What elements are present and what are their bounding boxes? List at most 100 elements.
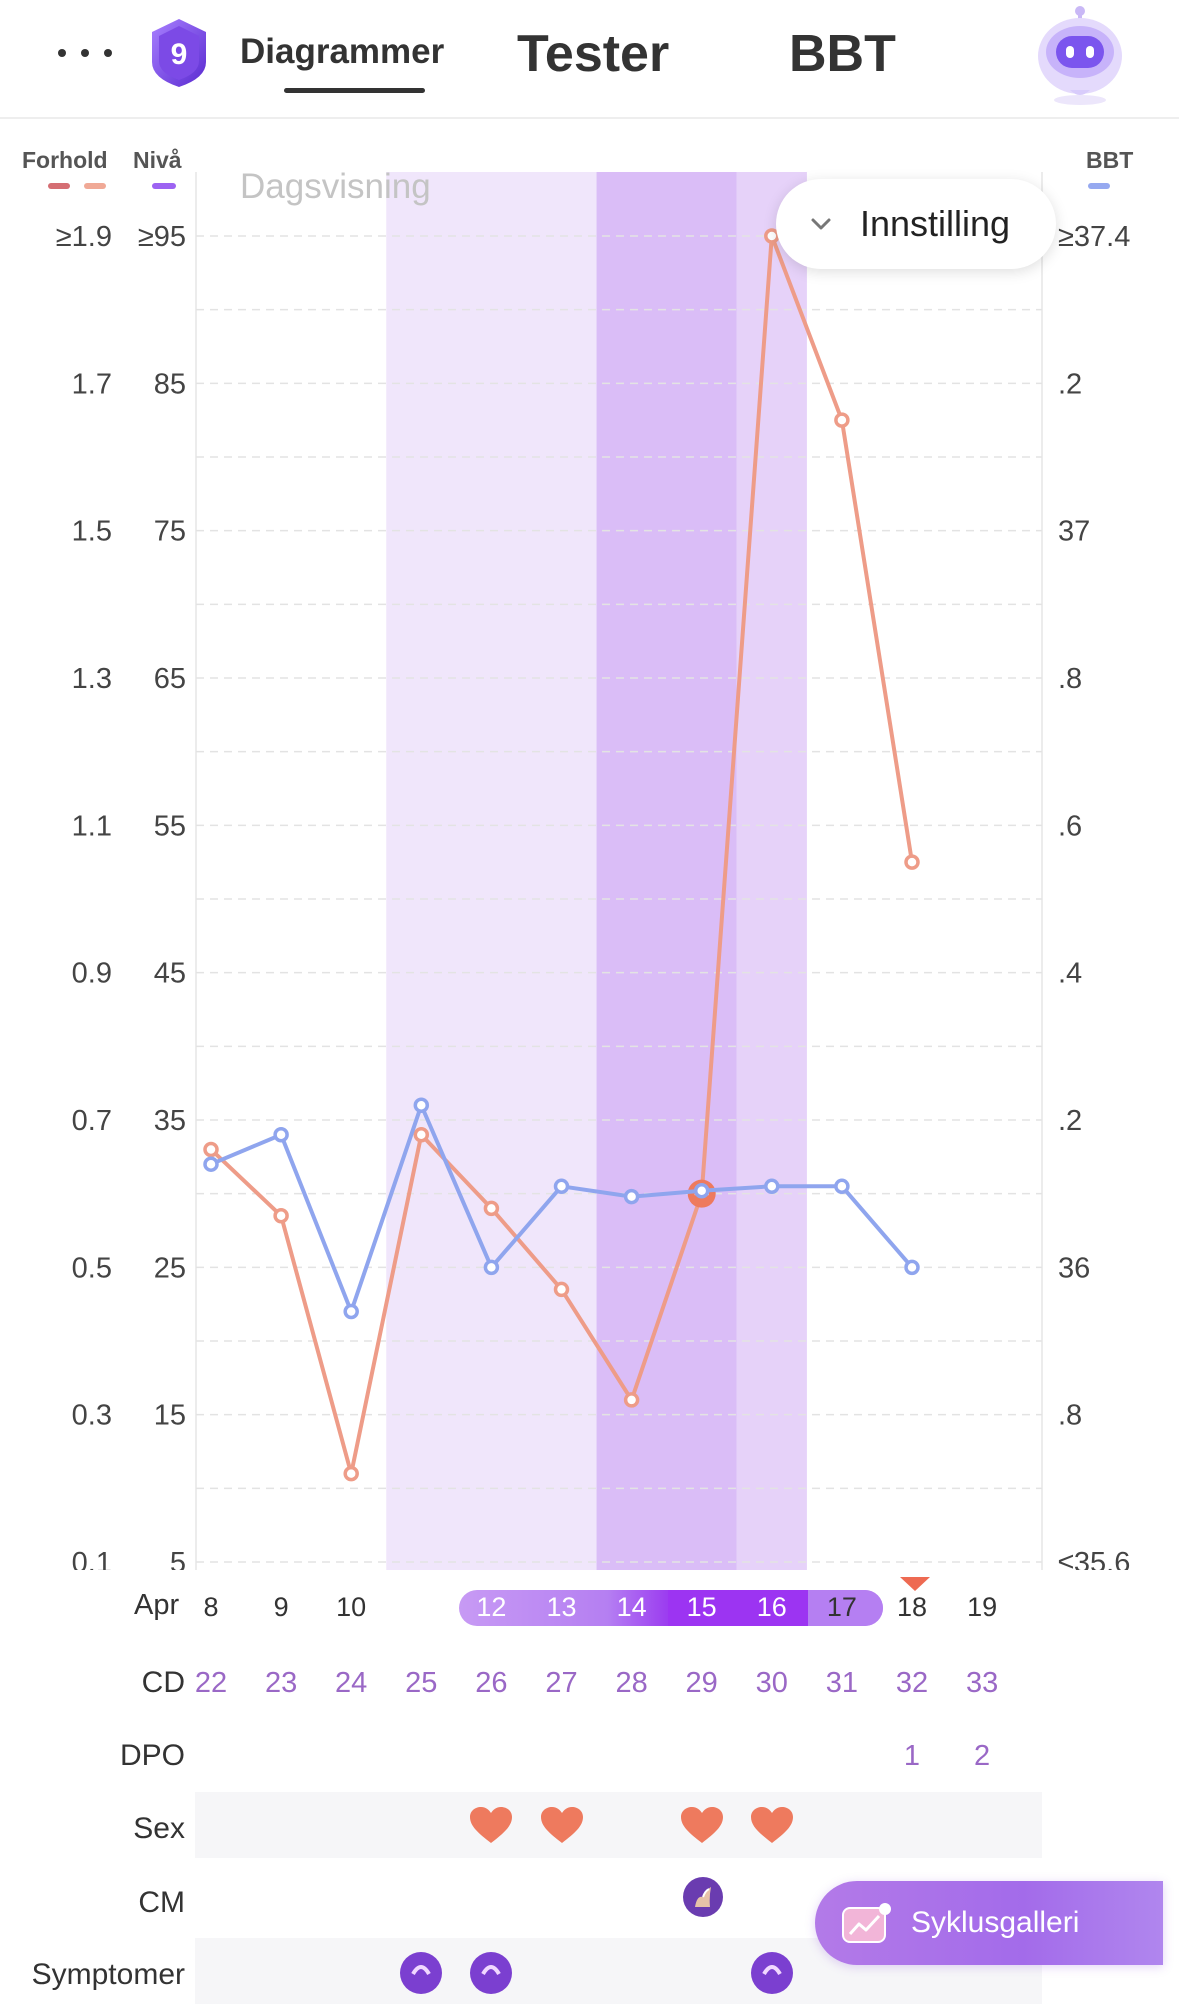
heart-icon[interactable] — [539, 1806, 585, 1844]
dpo-row-label: DPO — [119, 1739, 185, 1772]
month-label: Apr — [134, 1589, 180, 1621]
symptom-icon[interactable] — [750, 1952, 793, 1994]
cycle-day-cell[interactable]: 23 — [264, 1667, 298, 1699]
level-tick-label: 15 — [154, 1400, 186, 1432]
date-cell[interactable]: 18 — [896, 1592, 928, 1622]
data-point — [413, 1126, 430, 1143]
heart-icon[interactable] — [679, 1806, 725, 1844]
legend-forhold-swatch-1 — [48, 183, 70, 189]
cycle-day-cell[interactable]: 30 — [755, 1667, 788, 1699]
date-cell[interactable]: 13 — [546, 1592, 577, 1622]
date-cell[interactable]: 16 — [756, 1592, 787, 1622]
cycle-day-cell[interactable]: 32 — [895, 1667, 929, 1699]
data-point — [623, 1392, 640, 1408]
tab-diagrammer[interactable]: Diagrammer — [240, 32, 445, 71]
level-tick-label: 35 — [154, 1105, 186, 1137]
tab-bbt[interactable]: BBT — [789, 25, 896, 83]
chart-view-label: Dagsvisning — [240, 167, 431, 206]
cycle-day-cell[interactable]: 24 — [335, 1667, 368, 1699]
date-cell[interactable]: 10 — [336, 1592, 367, 1622]
bbt-tick-label: .8 — [1058, 1400, 1082, 1432]
cm-entry-icon[interactable] — [683, 1877, 723, 1917]
sex-row-band — [195, 1792, 1042, 1858]
bbt-tick-label: 37 — [1058, 516, 1090, 548]
date-cell[interactable]: 8 — [203, 1592, 219, 1622]
active-tab-indicator — [284, 88, 425, 93]
gallery-chart-icon — [842, 1903, 891, 1943]
legend-bbt-swatch — [1088, 183, 1110, 189]
bbt-tick-label: 36 — [1058, 1252, 1090, 1284]
legend-forhold-swatch-2 — [84, 183, 106, 189]
data-point — [693, 1182, 710, 1199]
level-tick-label: 85 — [154, 368, 186, 400]
sex-row-label: Sex — [133, 1812, 185, 1845]
setting-label: Innstilling — [860, 203, 1011, 244]
data-point — [203, 1156, 219, 1172]
data-point — [273, 1126, 289, 1143]
cd-row-label: CD — [141, 1666, 185, 1699]
legend-bbt: BBT — [1086, 147, 1133, 173]
level-badge-icon[interactable]: 9 — [146, 16, 212, 90]
ratio-tick-label: 0.3 — [72, 1400, 112, 1432]
date-cell[interactable]: 19 — [967, 1592, 998, 1622]
ratio-tick-label: 0.9 — [72, 958, 112, 990]
bbt-tick-label: .8 — [1058, 663, 1082, 695]
data-point — [483, 1200, 500, 1217]
heart-icon[interactable] — [468, 1806, 514, 1844]
symptoms-row-label: Symptomer — [31, 1958, 185, 1991]
dpo-cell[interactable]: 2 — [974, 1740, 991, 1772]
ratio-tick-label: 0.7 — [72, 1105, 112, 1137]
data-point — [764, 1178, 780, 1195]
heart-icon[interactable] — [749, 1806, 795, 1844]
level-tick-label: 55 — [154, 810, 186, 842]
cycle-day-cell[interactable]: 28 — [615, 1667, 648, 1699]
data-point — [203, 1141, 219, 1158]
hormone-chart: ≥1.9 1.7 1.5 1.3 1.1 0.9 0.7 0.5 0.3 0.1 ≥95 85 75 6… — [22, 147, 1133, 1570]
today-marker-icon — [900, 1577, 930, 1591]
level-tick-label: 45 — [154, 958, 186, 990]
dpo-cell[interactable]: 1 — [903, 1740, 921, 1772]
cycle-day-cell[interactable]: 22 — [194, 1667, 228, 1699]
bbt-tick-label: ≥37.4 — [1058, 221, 1130, 253]
chevron-down-icon — [811, 218, 831, 230]
data-point — [553, 1281, 570, 1298]
more-options-icon[interactable] — [52, 26, 118, 80]
cycle-day-cell[interactable]: 25 — [405, 1667, 438, 1699]
tab-tester[interactable]: Tester — [517, 25, 670, 83]
bbt-tick-label: .2 — [1058, 1105, 1082, 1137]
data-point — [553, 1178, 570, 1195]
date-cell[interactable]: 12 — [476, 1592, 507, 1622]
date-cell[interactable]: 9 — [273, 1592, 289, 1622]
symptom-icon[interactable] — [470, 1952, 513, 1994]
data-point — [273, 1208, 289, 1224]
cycle-gallery-label: Syklusgalleri — [911, 1906, 1080, 1939]
cycle-day-cell[interactable]: 26 — [475, 1667, 508, 1699]
cycle-day-cell[interactable]: 29 — [685, 1667, 718, 1699]
cycle-day-cell[interactable]: 33 — [965, 1667, 999, 1699]
date-cell[interactable]: 17 — [826, 1592, 857, 1622]
ratio-tick-label: 1.7 — [72, 368, 112, 400]
cycle-day-cell[interactable]: 31 — [825, 1667, 859, 1699]
level-tick-label: 25 — [154, 1252, 186, 1284]
ratio-tick-label: 1.3 — [72, 663, 112, 695]
date-cell[interactable]: 15 — [686, 1592, 717, 1622]
legend-niva: Nivå — [133, 147, 182, 173]
bbt-tick-label: .4 — [1058, 958, 1082, 990]
setting-dropdown-button[interactable]: Innstilling — [776, 179, 1056, 269]
data-point — [904, 854, 920, 870]
post-peak-band — [736, 172, 807, 1570]
fertile-window-end-highlight — [808, 1590, 883, 1626]
data-point — [483, 1259, 500, 1276]
level-tick-label: 65 — [154, 663, 186, 695]
date-cell[interactable]: 14 — [616, 1592, 647, 1622]
cm-row-label: CM — [138, 1886, 185, 1919]
date-cell[interactable]: 11 — [407, 1592, 436, 1622]
legend-niva-swatch — [152, 183, 176, 189]
assistant-robot-icon[interactable] — [1030, 4, 1130, 108]
cycle-gallery-button[interactable]: Syklusgalleri — [815, 1881, 1163, 1965]
bbt-tick-label: ≤35.6 — [1058, 1547, 1130, 1570]
data-point — [834, 1178, 850, 1195]
symptom-icon[interactable] — [400, 1952, 443, 1994]
ratio-tick-label: 1.1 — [72, 810, 112, 842]
cycle-day-cell[interactable]: 27 — [545, 1667, 578, 1699]
